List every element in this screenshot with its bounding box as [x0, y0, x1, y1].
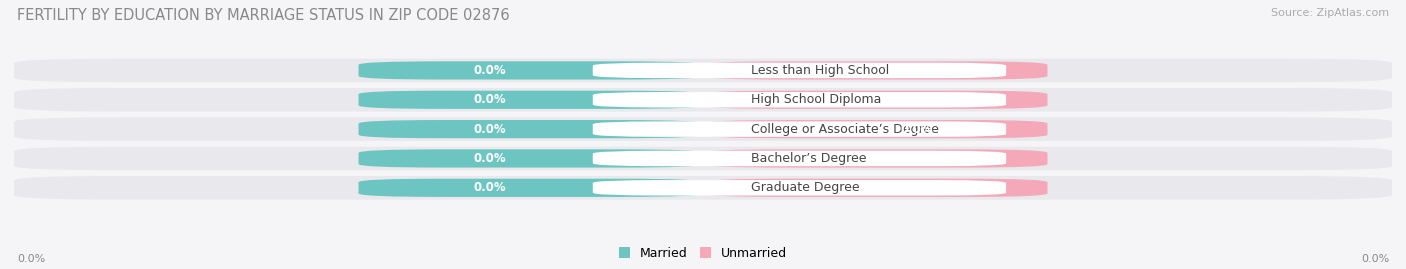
FancyBboxPatch shape: [593, 151, 1007, 166]
Text: Graduate Degree: Graduate Degree: [751, 181, 860, 194]
FancyBboxPatch shape: [703, 149, 1047, 168]
Text: Less than High School: Less than High School: [751, 64, 890, 77]
FancyBboxPatch shape: [14, 117, 1392, 141]
FancyBboxPatch shape: [14, 88, 1392, 112]
FancyBboxPatch shape: [14, 176, 1392, 200]
FancyBboxPatch shape: [703, 120, 1047, 138]
FancyBboxPatch shape: [359, 149, 703, 168]
FancyBboxPatch shape: [14, 147, 1392, 170]
Text: High School Diploma: High School Diploma: [751, 93, 882, 106]
Text: 0.0%: 0.0%: [472, 93, 506, 106]
FancyBboxPatch shape: [359, 179, 703, 197]
Text: 0.0%: 0.0%: [900, 93, 934, 106]
Text: 0.0%: 0.0%: [17, 254, 45, 264]
FancyBboxPatch shape: [593, 92, 1007, 108]
FancyBboxPatch shape: [703, 61, 1047, 80]
FancyBboxPatch shape: [703, 179, 1047, 197]
Text: 0.0%: 0.0%: [900, 152, 934, 165]
Text: 0.0%: 0.0%: [472, 152, 506, 165]
FancyBboxPatch shape: [593, 180, 1007, 196]
Text: College or Associate’s Degree: College or Associate’s Degree: [751, 123, 939, 136]
Text: 0.0%: 0.0%: [1361, 254, 1389, 264]
FancyBboxPatch shape: [359, 91, 703, 109]
Text: 0.0%: 0.0%: [472, 123, 506, 136]
Text: Source: ZipAtlas.com: Source: ZipAtlas.com: [1271, 8, 1389, 18]
Text: 0.0%: 0.0%: [900, 181, 934, 194]
FancyBboxPatch shape: [593, 63, 1007, 78]
Text: 0.0%: 0.0%: [900, 123, 934, 136]
FancyBboxPatch shape: [359, 61, 703, 80]
FancyBboxPatch shape: [703, 91, 1047, 109]
Text: FERTILITY BY EDUCATION BY MARRIAGE STATUS IN ZIP CODE 02876: FERTILITY BY EDUCATION BY MARRIAGE STATU…: [17, 8, 509, 23]
Legend: Married, Unmarried: Married, Unmarried: [613, 242, 793, 265]
FancyBboxPatch shape: [359, 120, 703, 138]
FancyBboxPatch shape: [14, 59, 1392, 82]
FancyBboxPatch shape: [593, 121, 1007, 137]
Text: 0.0%: 0.0%: [472, 181, 506, 194]
Text: 0.0%: 0.0%: [472, 64, 506, 77]
Text: 0.0%: 0.0%: [900, 64, 934, 77]
Text: Bachelor’s Degree: Bachelor’s Degree: [751, 152, 866, 165]
